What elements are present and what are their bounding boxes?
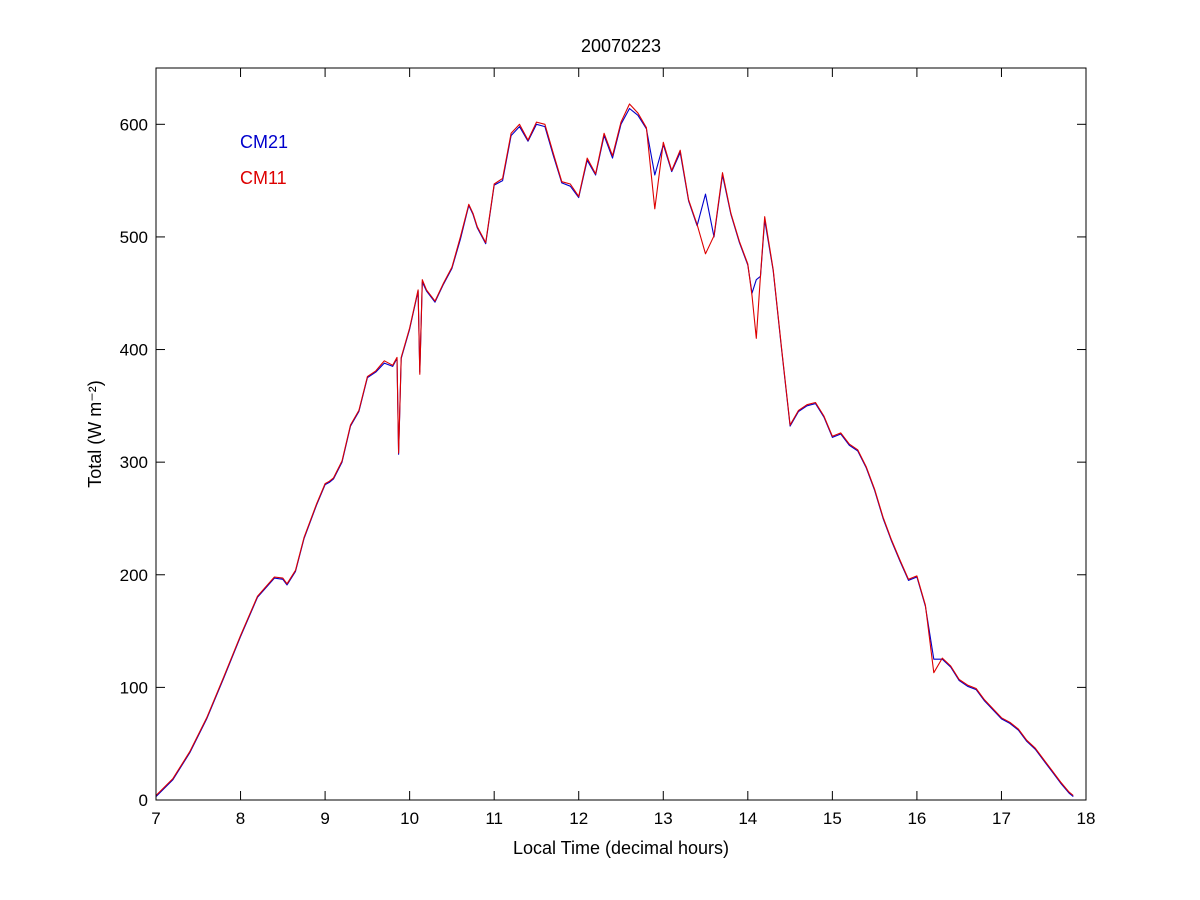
x-tick-label: 16 <box>907 809 926 828</box>
x-tick-label: 7 <box>151 809 160 828</box>
y-axis-label: Total (W m⁻²) <box>85 380 105 488</box>
y-axis: 0 100 200 300 400 500 600 <box>120 115 1086 810</box>
x-tick-label: 10 <box>400 809 419 828</box>
x-tick-label: 13 <box>654 809 673 828</box>
series-line-cm11 <box>155 103 1074 796</box>
x-tick-label: 9 <box>320 809 329 828</box>
y-tick-label: 200 <box>120 566 148 585</box>
y-tick-label: 400 <box>120 341 148 360</box>
y-tick-label: 300 <box>120 453 148 472</box>
x-axis-label: Local Time (decimal hours) <box>513 838 729 858</box>
x-tick-label: 17 <box>992 809 1011 828</box>
x-tick-label: 11 <box>485 809 503 828</box>
y-tick-label: 100 <box>120 678 148 697</box>
y-tick-label: 600 <box>120 115 148 134</box>
series-layer <box>155 103 1074 798</box>
x-tick-label: 8 <box>236 809 245 828</box>
y-tick-label: 500 <box>120 228 148 247</box>
x-axis: 7 8 9 10 11 12 13 14 15 16 17 18 <box>151 68 1095 828</box>
series-line-cm21 <box>155 107 1074 798</box>
chart-title: 20070223 <box>581 36 661 56</box>
x-tick-label: 15 <box>823 809 842 828</box>
legend-entry-cm11: CM11 <box>240 168 287 188</box>
x-tick-label: 12 <box>569 809 588 828</box>
x-tick-label: 14 <box>738 809 757 828</box>
x-tick-label: 18 <box>1077 809 1096 828</box>
legend: CM21 CM11 <box>240 132 288 188</box>
plot-frame <box>155 67 1087 801</box>
y-tick-label: 0 <box>139 791 148 810</box>
legend-entry-cm21: CM21 <box>240 132 288 152</box>
